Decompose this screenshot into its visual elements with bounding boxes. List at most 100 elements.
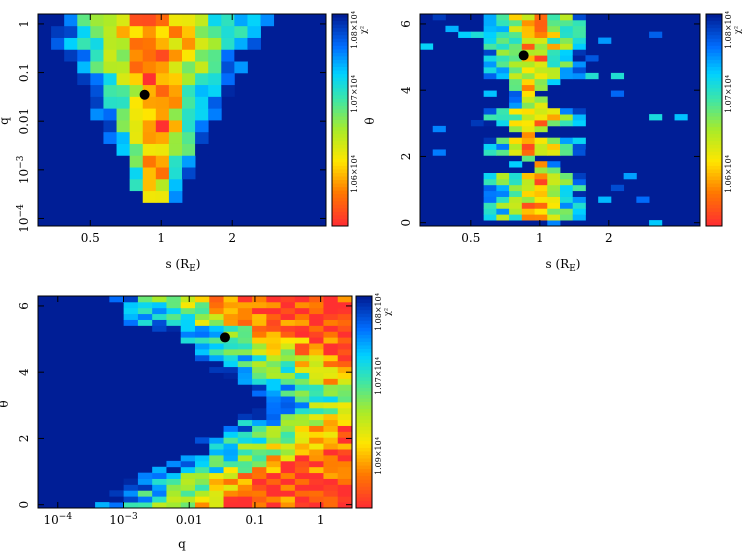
- heatmap-cell: [280, 443, 296, 450]
- heatmap-cell: [77, 37, 91, 50]
- heatmap-cell: [280, 419, 296, 426]
- heatmap-cell: [166, 337, 182, 344]
- heatmap-cell: [432, 149, 446, 156]
- heatmap-cell: [77, 72, 91, 86]
- plot-frame: [419, 13, 701, 227]
- heatmap-cell: [509, 55, 523, 62]
- heatmap-cell: [483, 49, 497, 56]
- heatmap-cell: [280, 296, 296, 303]
- heatmap-cell: [309, 413, 324, 421]
- heatmap-cell: [155, 96, 170, 109]
- heatmap-cell: [547, 55, 561, 62]
- heatmap-cell: [280, 396, 296, 403]
- heatmap-cell: [166, 484, 182, 491]
- heatmap-cell: [534, 173, 548, 180]
- heatmap-cell: [323, 478, 339, 485]
- heatmap-cell: [323, 437, 339, 444]
- heatmap-cell: [237, 466, 253, 474]
- heatmap-cell: [280, 431, 296, 438]
- heatmap-cell: [337, 390, 353, 397]
- heatmap-cell: [209, 319, 224, 326]
- heatmap-cell: [323, 349, 339, 356]
- heatmap-cell: [237, 413, 253, 421]
- colorbar: 1.08×10⁴ 1.07×10⁴ 1.06×10⁴ χ²: [331, 11, 368, 227]
- heatmap-cell: [209, 296, 224, 303]
- heatmap-cell: [572, 208, 586, 215]
- heatmap-cell: [129, 37, 144, 50]
- colorbar-step: [356, 451, 372, 456]
- heatmap-cell: [323, 431, 339, 438]
- colorbar-frame: [355, 295, 373, 509]
- colorbar-step: [356, 430, 372, 435]
- heatmap-cell: [266, 360, 282, 368]
- heatmap-cell: [294, 437, 310, 444]
- heatmap-cell: [195, 61, 209, 74]
- heatmap-cell: [309, 449, 324, 456]
- heatmap-cell: [534, 25, 548, 33]
- heatmap-cell: [560, 173, 574, 180]
- heatmap-cell: [221, 14, 235, 27]
- heatmap-cell: [534, 190, 548, 197]
- colorbar-step: [332, 134, 348, 139]
- heatmap-cell: [168, 84, 183, 97]
- colorbar-step: [356, 486, 372, 491]
- colorbar-step: [332, 218, 348, 223]
- heatmap-cell: [521, 120, 535, 127]
- heatmap-cell: [252, 296, 267, 303]
- heatmap-cell: [51, 14, 65, 27]
- colorbar-step: [706, 28, 722, 33]
- heatmap-cell: [252, 407, 267, 415]
- heatmap-cell: [521, 102, 535, 109]
- heatmap-cell: [209, 349, 224, 356]
- heatmap-cell: [209, 466, 224, 474]
- heatmap-cell: [323, 407, 339, 415]
- heatmap-cell: [337, 384, 353, 391]
- heatmap-cell: [266, 466, 282, 474]
- heatmap-cell: [280, 378, 296, 385]
- colorbar-step: [706, 180, 722, 185]
- heatmap-cell: [509, 161, 523, 168]
- heatmap-cell: [496, 49, 510, 56]
- heatmap-cell: [266, 437, 282, 444]
- heatmap-cell: [182, 96, 196, 109]
- heatmap-cell: [294, 502, 310, 509]
- heatmap-cell: [323, 502, 339, 509]
- heatmap-cell: [483, 202, 497, 209]
- heatmap-cell: [294, 407, 310, 415]
- heatmap-cell: [152, 478, 167, 485]
- heatmap-cell: [252, 402, 267, 409]
- heatmap-cell: [116, 143, 131, 156]
- heatmap-cell: [209, 449, 224, 456]
- heatmap-cell: [280, 372, 296, 379]
- heatmap-cell: [509, 84, 523, 91]
- heatmap-cell: [280, 384, 296, 391]
- heatmap-cell: [182, 25, 196, 38]
- heatmap-cell: [509, 184, 523, 192]
- heatmap-cell: [309, 343, 324, 350]
- heatmap-cell: [323, 331, 339, 338]
- heatmap-cell: [337, 460, 353, 468]
- heatmap-cell: [323, 313, 339, 320]
- heatmap-cell: [280, 466, 296, 474]
- heatmap-cell: [109, 490, 125, 497]
- colorbar-step: [332, 52, 348, 57]
- colorbar-step: [356, 310, 372, 315]
- colorbar-step: [332, 91, 348, 96]
- heatmap-cell: [237, 366, 253, 373]
- heatmap-cell: [237, 325, 253, 332]
- heatmap-cell: [129, 143, 144, 156]
- colorbar-step: [356, 349, 372, 354]
- heatmap-cell: [280, 402, 296, 409]
- heatmap-cell: [309, 372, 324, 379]
- colorbar-step: [356, 334, 372, 339]
- heatmap-cell: [560, 25, 574, 33]
- colorbar-frame: [331, 13, 349, 227]
- heatmap-cell: [266, 307, 282, 315]
- heatmap-cell: [142, 72, 157, 86]
- heatmap-cell: [521, 108, 535, 115]
- heatmap-cell: [180, 496, 196, 503]
- heatmap-cell: [509, 173, 523, 180]
- colorbar-tick-label: 1.07×10⁴: [374, 357, 383, 395]
- heatmap-cell: [195, 478, 210, 485]
- colorbar-step: [706, 211, 722, 216]
